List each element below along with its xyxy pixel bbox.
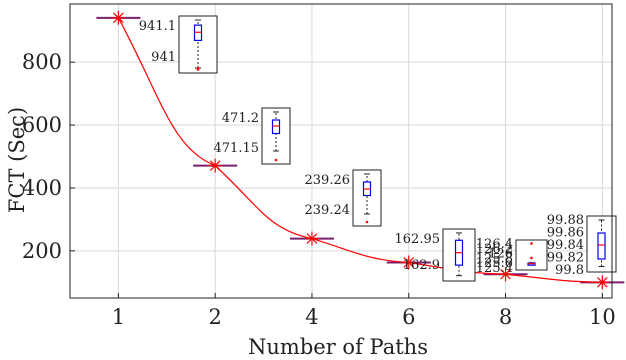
inset-tick-label: 99.88 — [547, 213, 584, 228]
marker-stroke — [209, 160, 221, 171]
data-point — [401, 255, 416, 270]
inset-tick-label: 99.8 — [555, 263, 584, 278]
x-axis-label: Number of Paths — [248, 335, 428, 359]
y-axis-label: FCT (Sec) — [5, 107, 29, 213]
boxplot-insets: 941.1941471.2471.15239.26239.24162.95162… — [139, 15, 617, 282]
inset-tick-label: 162.95 — [395, 232, 441, 247]
inset-box — [597, 232, 606, 260]
marker-stroke — [306, 233, 318, 244]
marker-stroke — [596, 277, 608, 288]
y-tick-label: 800 — [22, 50, 62, 74]
y-tick-label: 600 — [22, 113, 62, 137]
inset-boxplot: 941.1 941 — [139, 15, 218, 74]
data-point — [304, 231, 319, 246]
x-tick-label: 2 — [208, 305, 221, 329]
inset-boxplot: 239.26 239.24 — [305, 169, 382, 227]
data-point — [208, 158, 223, 173]
inset-tick-label: 99.84 — [547, 238, 584, 253]
inset-tick-label: 471.15 — [214, 141, 260, 156]
inset-tick-label: 239.26 — [305, 173, 351, 188]
marker-stroke — [113, 12, 124, 24]
inset-tick-label: 125.4 — [476, 261, 513, 276]
data-point — [111, 10, 126, 25]
tick-labels: 1 2 4 6 8 10 200 400 600 800 — [22, 50, 616, 329]
inset-tick-label: 471.2 — [222, 111, 259, 126]
inset-frame — [261, 107, 291, 165]
inset-outlier — [274, 158, 278, 162]
inset-box — [271, 119, 281, 135]
inset-tick-label: 125.6 — [476, 256, 513, 271]
y-tick-label: 200 — [22, 239, 62, 263]
inset-outlier — [196, 67, 200, 70]
inset-outlier — [530, 256, 533, 260]
inset-tick-label: 941 — [151, 50, 176, 65]
x-tick-label: 10 — [589, 305, 616, 329]
inset-tick-label: 941.1 — [139, 19, 176, 34]
x-tick-label: 4 — [305, 305, 318, 329]
x-tick-label: 1 — [112, 305, 125, 329]
x-tick-label: 8 — [499, 305, 512, 329]
series-line-layer — [111, 10, 610, 290]
marker-stroke — [500, 268, 511, 280]
inset-tick-label: 99.86 — [547, 226, 584, 241]
inset-outlier — [365, 220, 369, 224]
data-point — [498, 267, 513, 282]
inset-tick-label: 162.9 — [403, 258, 440, 273]
inset-tick-label: 125.8 — [476, 251, 513, 266]
marker-stroke — [403, 257, 415, 268]
inset-boxplot: 162.95 162.9 — [395, 228, 476, 282]
inset-tick-label: 126.4 — [476, 237, 513, 252]
inset-boxplot: 471.2 471.15 — [214, 107, 291, 165]
data-point — [595, 275, 610, 290]
inset-outlier — [530, 242, 533, 245]
inset-tick-label: 99.82 — [547, 251, 584, 266]
inset-tick-label: 239.24 — [305, 203, 351, 218]
inset-tick-label: 126 — [488, 247, 513, 262]
y-tick-label: 400 — [22, 176, 62, 200]
plot-frame — [69, 3, 613, 299]
x-tick-label: 6 — [402, 305, 415, 329]
inset-tick-label: 126.2 — [476, 242, 513, 257]
